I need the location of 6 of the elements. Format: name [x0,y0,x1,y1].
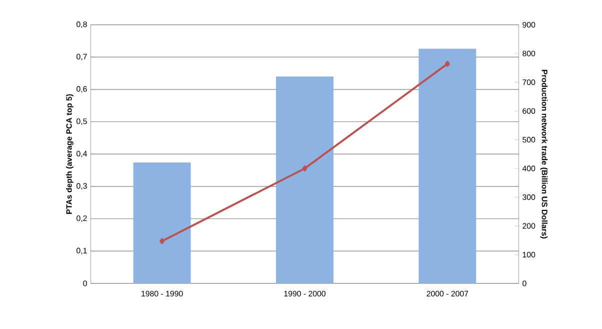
bar [418,48,476,284]
point [302,166,308,172]
point [444,60,450,67]
bar [133,162,191,284]
point [160,238,165,244]
bar [276,76,334,284]
